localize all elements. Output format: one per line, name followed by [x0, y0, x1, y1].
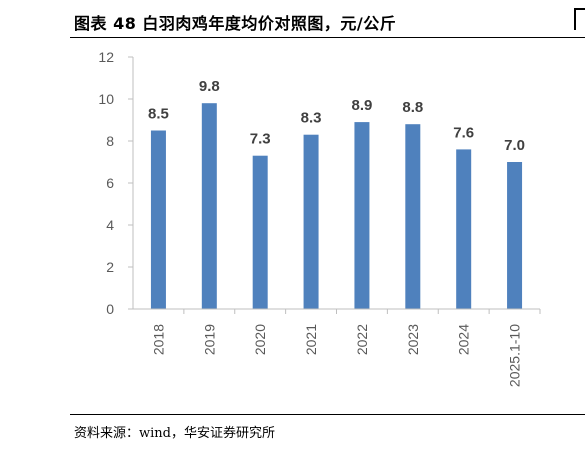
- data-label-2020: 7.3: [250, 131, 271, 148]
- y-tick-label: 0: [106, 301, 114, 317]
- y-tick-label: 12: [98, 49, 114, 65]
- x-tick-label-2023: 2023: [405, 324, 421, 355]
- x-tick-label-2020: 2020: [252, 324, 268, 355]
- bar-2021: [303, 134, 319, 309]
- x-tick-label-2021: 2021: [303, 324, 319, 355]
- data-label-2024: 7.6: [453, 124, 474, 141]
- y-tick-label: 2: [106, 259, 114, 275]
- data-label-2023: 8.8: [402, 99, 423, 116]
- data-label-2019: 9.8: [199, 78, 220, 95]
- y-tick-label: 4: [106, 217, 114, 233]
- x-tick-label-2024: 2024: [456, 324, 472, 355]
- y-axis: 0 2 4 6 8 10 12: [98, 49, 134, 317]
- bar-2019: [201, 103, 217, 309]
- data-label-2018: 8.5: [148, 106, 169, 123]
- bar-2024: [456, 149, 472, 309]
- footer-rule: [70, 414, 585, 415]
- data-label-2022: 8.9: [352, 97, 373, 114]
- bar-2023: [405, 124, 421, 309]
- bars: [150, 103, 523, 309]
- corner-mark: [574, 8, 585, 30]
- data-labels: 8.5 9.8 7.3 8.3 8.9 8.8 7.6 7.0: [148, 78, 525, 154]
- bar-2025.1-10: [507, 162, 523, 309]
- title-rule: [70, 37, 585, 38]
- source-note: 资料来源：wind，华安证券研究所: [74, 426, 275, 441]
- x-tick-label-2018: 2018: [150, 324, 166, 355]
- data-label-2021: 8.3: [301, 110, 322, 127]
- y-tick-label: 10: [98, 91, 114, 107]
- y-tick-label: 8: [106, 133, 114, 149]
- x-axis: 2018 2019 2020 2021 2022 2023 2024 2025.1-10: [133, 308, 541, 387]
- x-tick-label-2025.1-10: 2025.1-10: [507, 324, 523, 387]
- y-tick-label: 6: [106, 175, 114, 191]
- bar-2018: [150, 130, 166, 309]
- chart-title: 图表 48 白羽肉鸡年度均价对照图，元/公斤: [74, 14, 397, 33]
- x-tick-label-2022: 2022: [354, 324, 370, 355]
- bar-2020: [252, 155, 268, 309]
- data-label-2025.1-10: 7.0: [504, 137, 525, 154]
- x-tick-label-2019: 2019: [201, 324, 217, 355]
- bar-2022: [354, 122, 370, 309]
